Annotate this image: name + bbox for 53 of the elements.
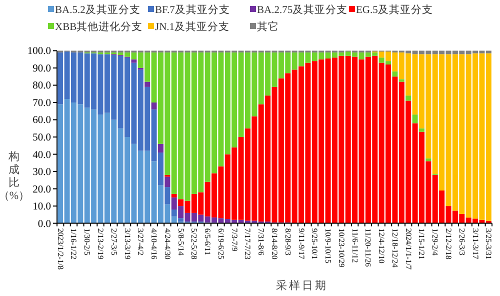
legend-label: BA.5.2及其亚分支	[55, 3, 140, 16]
y-tick-label: 10.0	[32, 202, 51, 213]
x-tick-label: 2/26-3/3	[457, 228, 466, 256]
y-tick-label: 50.0	[32, 132, 51, 144]
x-tick-label: 1/30-2/5	[82, 228, 92, 256]
x-tick-label: 4/24-4/30	[162, 228, 172, 260]
x-tick-label: 2/12-2/18	[444, 228, 453, 260]
x-tick-label: 1/29-2/4	[430, 228, 440, 256]
y-tick-label: 20.0	[32, 184, 51, 196]
legend-label: BA.2.75及其亚分支	[257, 3, 348, 16]
y-tick-label: 60.0	[32, 115, 51, 126]
legend-label: 其它	[257, 20, 279, 33]
x-tick-label: 6/19-6/25	[216, 228, 226, 260]
x-tick-label: 1/16-1/22	[69, 228, 78, 260]
x-axis-title: 采样日期	[276, 279, 328, 292]
x-tick-label: 4/10-4/16	[150, 228, 159, 260]
x-tick-label: 12/4-12/10	[377, 228, 386, 264]
x-tick-label: 10/9-10/15	[324, 228, 333, 264]
x-tick-label: 8/28-9/3	[283, 228, 292, 256]
x-tick-label: 11/6-11/12	[350, 228, 360, 263]
x-tick-label: 9/25-10/1	[310, 228, 320, 260]
y-axis-title: 构成比（%）	[0, 151, 30, 202]
x-tick-label: 3/13-3/19	[122, 228, 132, 260]
x-tick-label: 5/8-5/14	[176, 228, 186, 256]
x-tick-label: 6/5-6/11	[203, 228, 212, 256]
x-tick-label: 12/18-12/24	[390, 228, 400, 268]
x-tick-label: 10/23-10/29	[336, 228, 346, 268]
y-tick-label: 30.0	[32, 167, 51, 178]
x-tick-label: 2/13-2/19	[96, 228, 105, 260]
x-tick-label: 2024/1/1-1/7	[404, 228, 413, 270]
x-tick-label: 7/3-7/9	[230, 228, 239, 252]
legend-label: XBB其他进化分支	[55, 20, 143, 33]
legend-label: EG.5及其亚分支	[356, 3, 433, 16]
x-tick-label: 3/11-3/17	[470, 228, 480, 260]
x-tick-label: 1/15-1/21	[417, 228, 426, 260]
x-tick-label: 5/22-5/28	[190, 228, 199, 260]
legend-label: JN.1及其亚分支	[155, 20, 230, 33]
y-tick-label: 90.0	[32, 63, 51, 74]
x-tick-label: 3/27-4/2	[136, 228, 146, 256]
x-tick-label: 7/31-8/6	[256, 228, 266, 256]
x-tick-label: 2/27-3/5	[109, 228, 118, 256]
x-tick-label: 3/25-3/31	[484, 228, 494, 260]
y-tick-label: 0.0	[38, 218, 51, 230]
y-tick-label: 40.0	[32, 150, 51, 161]
x-tick-label: 2023/1/2-1/8	[56, 228, 65, 270]
legend-label: BF.7及其亚分支	[155, 3, 230, 16]
y-tick-label: 80.0	[32, 80, 51, 92]
x-tick-label: 7/17-7/23	[243, 228, 252, 260]
x-tick-label: 8/14-8/20	[270, 228, 279, 260]
y-tick-label: 100.0	[27, 46, 51, 58]
x-tick-label: 9/11-9/17	[296, 228, 306, 260]
y-tick-label: 70.0	[32, 98, 51, 109]
x-tick-label: 11/20-11/26	[364, 228, 373, 267]
